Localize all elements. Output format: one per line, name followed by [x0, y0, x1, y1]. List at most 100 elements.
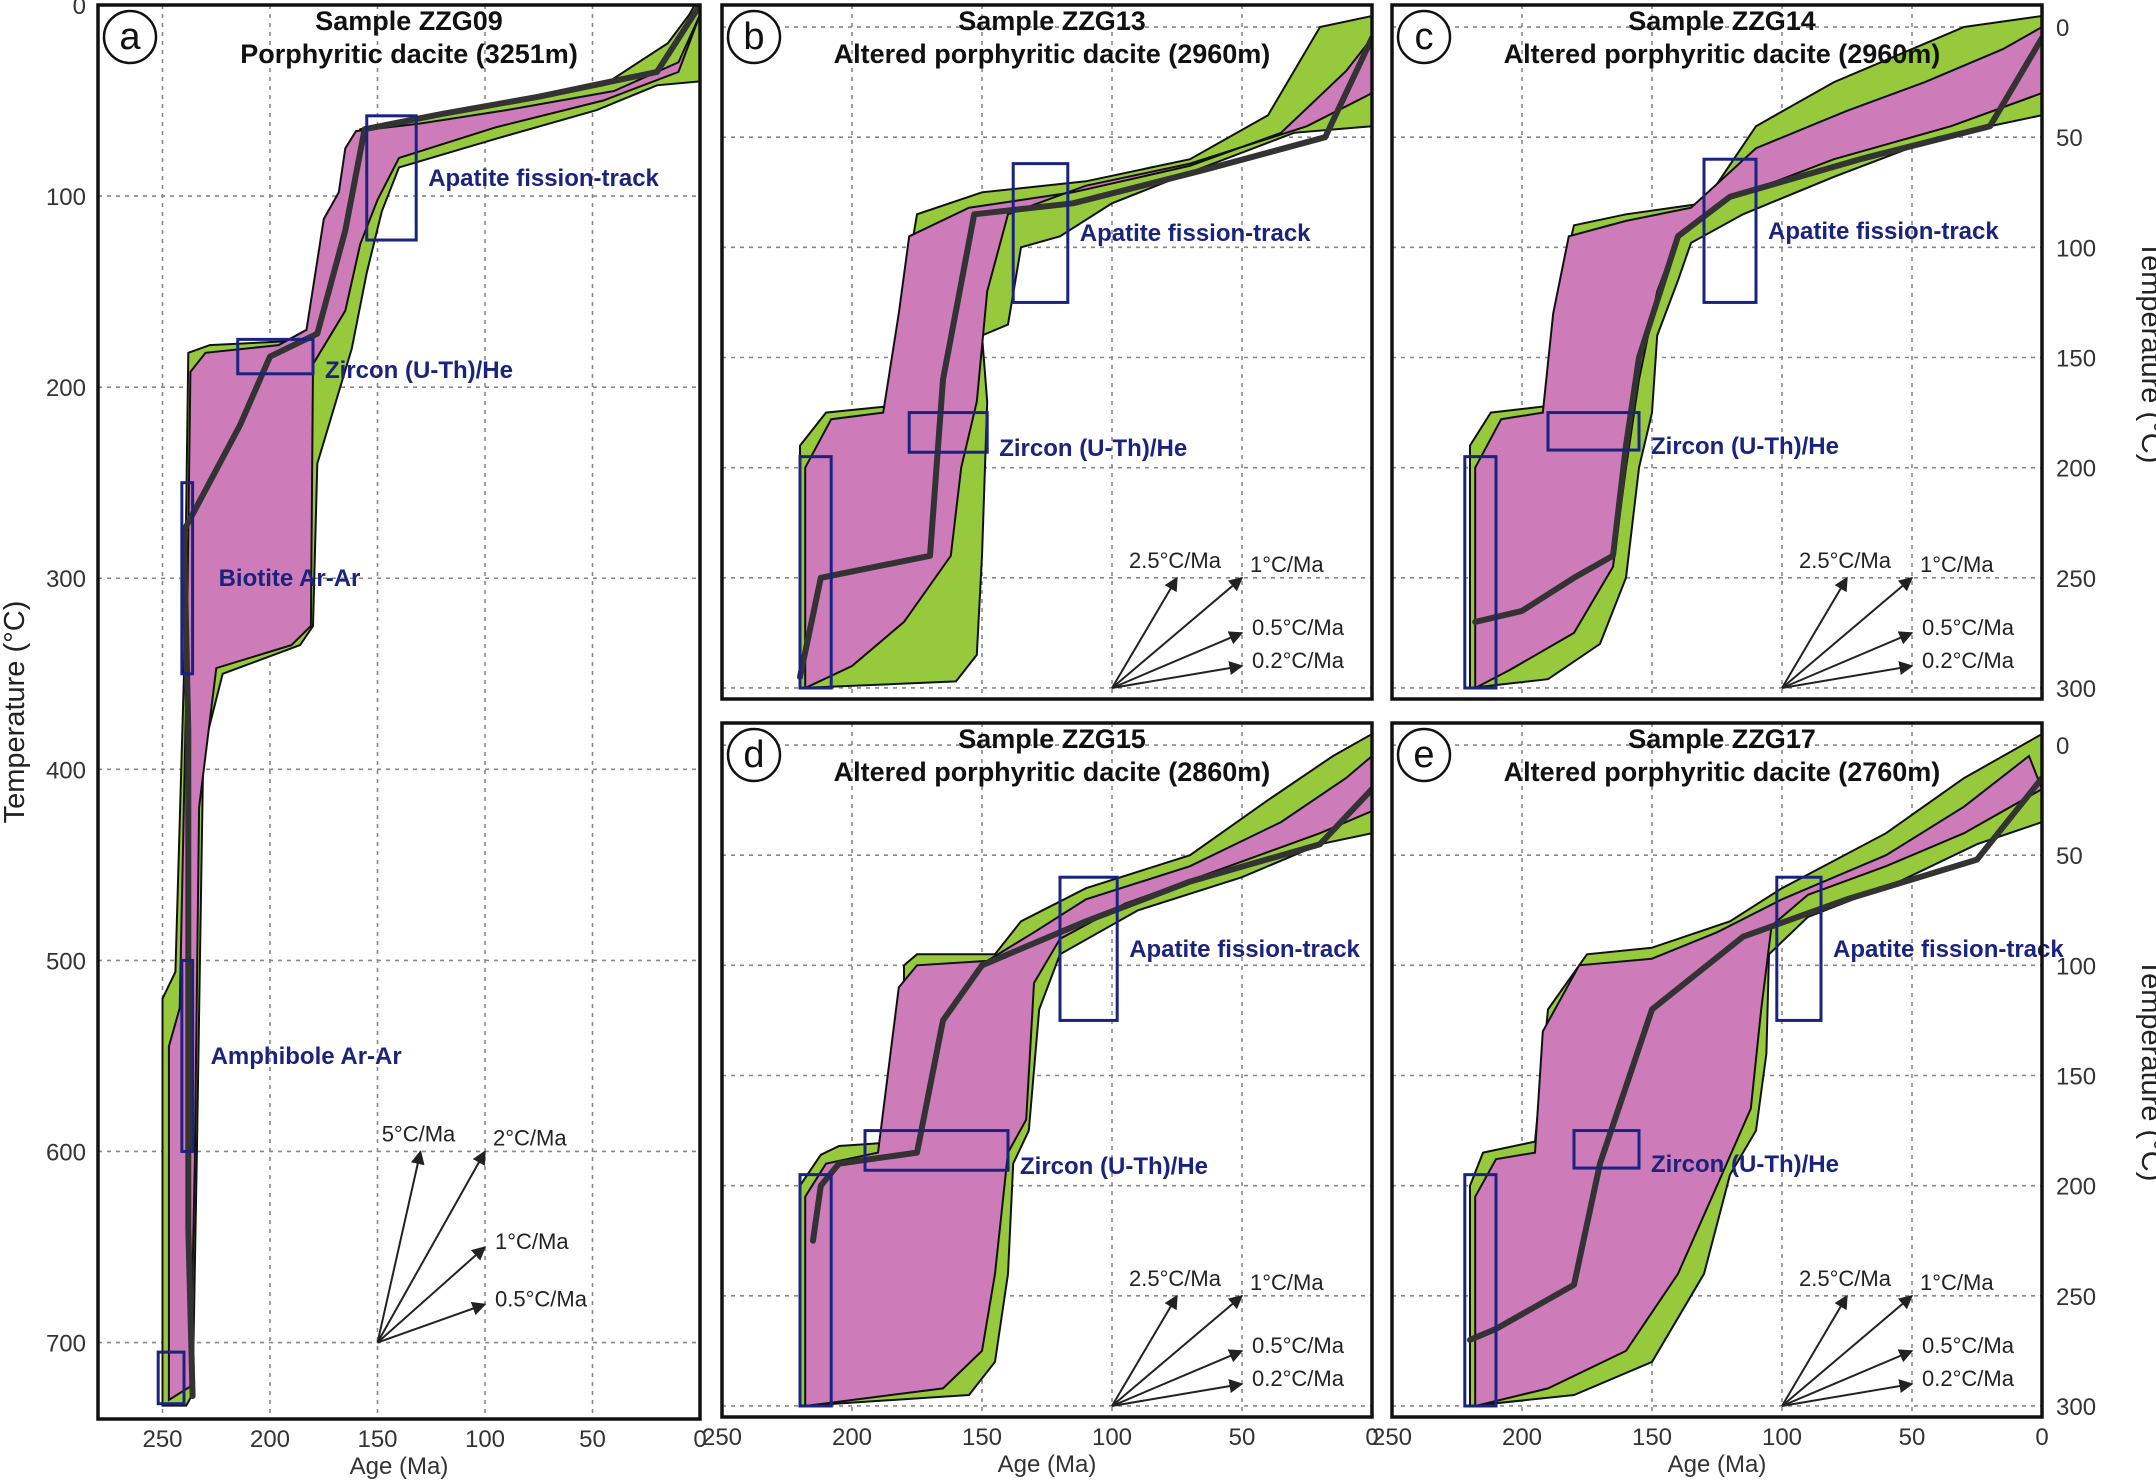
constraint-label: Apatite fission-track: [1080, 220, 1311, 247]
x-tick-label: 200: [250, 1426, 290, 1453]
cooling-rate-label: 2.5°C/Ma: [1129, 1266, 1222, 1291]
constraint-label: Apatite fission-track: [1768, 218, 1999, 245]
y-tick-label: 50: [2056, 125, 2083, 152]
cooling-rate-label: 1°C/Ma: [1250, 1270, 1324, 1295]
y-tick-label: 100: [2056, 235, 2096, 262]
constraint-label: Apatite fission-track: [1833, 936, 2064, 963]
cooling-rate-arrow: [1111, 631, 1244, 689]
y-tick-label: 250: [2056, 566, 2096, 593]
constraint-box: [863, 1129, 1010, 1172]
constraint-box: [1775, 875, 1823, 1022]
cooling-rate-arrow: [1781, 1349, 1914, 1407]
panel-b: Apatite fission-track Zircon (U-Th)/He 2.5…: [720, 3, 1374, 701]
cooling-rate-label: 0.5°C/Ma: [1922, 1333, 2015, 1358]
cooling-rate-arrow: [1111, 576, 1178, 689]
y-axis-title: Temperature (°C): [2135, 241, 2156, 464]
cooling-rate-arrow: [1111, 1294, 1244, 1407]
cooling-rate-label: 1°C/Ma: [495, 1229, 569, 1254]
cooling-rate-arrow: [376, 1150, 486, 1344]
panel-letter-badge: [726, 727, 782, 783]
panel-letter: c: [1415, 16, 1434, 58]
sample-title: Sample ZZG09: [315, 6, 503, 36]
panel-letter-badge: [1396, 9, 1452, 65]
panel-a: Apatite fission-track Zircon (U-Th)/He Bio…: [0, 0, 707, 1480]
plot-frame: [720, 721, 1374, 1419]
cooling-rate-arrow: [1111, 576, 1244, 689]
y-tick-label: 300: [2056, 676, 2096, 703]
constraint-label: Zircon (U-Th)/He: [1651, 1151, 1839, 1178]
constraint-box: [180, 481, 195, 676]
panel-e: Apatite fission-track Zircon (U-Th)/He 2.5…: [1372, 721, 2156, 1478]
y-tick-label: 150: [2056, 346, 2096, 373]
cooling-rate-arrow: [1111, 661, 1244, 689]
panel-letter-badge: [726, 9, 782, 65]
good-fit-envelope: [167, 14, 700, 1402]
y-tick-label: 400: [46, 757, 86, 784]
best-fit-path: [797, 35, 1372, 680]
constraint-box: [907, 411, 989, 454]
sample-title: Sample ZZG15: [958, 724, 1146, 754]
sample-title: Sample ZZG17: [1628, 724, 1816, 754]
y-axis-title: Temperature (°C): [0, 601, 31, 824]
good-fit-envelope: [804, 36, 1372, 690]
constraint-box: [798, 1173, 833, 1408]
constraint-box: [1463, 1173, 1498, 1408]
cooling-rate-label: 2.5°C/Ma: [1129, 548, 1222, 573]
x-tick-label: 100: [1762, 1424, 1802, 1451]
constraint-label: Amphibole Ar-Ar: [211, 1043, 402, 1070]
cooling-rate-label: 0.2°C/Ma: [1252, 648, 1345, 673]
sample-title: Sample ZZG13: [958, 6, 1146, 36]
cooling-rate-arrow: [1781, 576, 1914, 689]
cooling-rate-label: 1°C/Ma: [1250, 552, 1324, 577]
constraint-label: Zircon (U-Th)/He: [325, 357, 513, 384]
cooling-rate-label: 0.5°C/Ma: [1252, 1333, 1345, 1358]
plot-frame: [96, 3, 702, 1421]
x-tick-label: 200: [832, 1424, 872, 1451]
constraint-box: [156, 1350, 186, 1406]
lithology-subtitle: Altered porphyritic dacite (2960m): [1504, 39, 1941, 69]
cooling-rate-label: 0.2°C/Ma: [1922, 1366, 2015, 1391]
panel-letter: d: [743, 734, 764, 776]
x-tick-label: 50: [579, 1426, 606, 1453]
y-tick-label: 0: [73, 0, 86, 20]
y-tick-label: 300: [46, 566, 86, 593]
cooling-rate-arrow: [1111, 1294, 1178, 1407]
y-tick-label: 700: [46, 1331, 86, 1358]
cooling-rate-arrow: [376, 1246, 487, 1344]
best-fit-path: [1467, 775, 2042, 1343]
constraint-box: [365, 114, 418, 242]
plot-area: [722, 5, 1372, 699]
x-tick-label: 250: [702, 1424, 742, 1451]
cooling-rate-label: 5°C/Ma: [382, 1121, 456, 1146]
constraint-box: [1011, 162, 1070, 304]
cooling-rate-arrow: [1781, 1379, 1914, 1407]
y-tick-label: 600: [46, 1139, 86, 1166]
x-tick-label: 150: [1632, 1424, 1672, 1451]
cooling-rate-label: 0.2°C/Ma: [1252, 1366, 1345, 1391]
cooling-rate-label: 1°C/Ma: [1920, 552, 1994, 577]
lithology-subtitle: Altered porphyritic dacite (2960m): [834, 39, 1271, 69]
x-tick-label: 50: [1899, 1424, 1926, 1451]
cooling-rate-label: 0.2°C/Ma: [1922, 648, 2015, 673]
x-axis-title: Age (Ma): [350, 1453, 449, 1480]
panel-d: Apatite fission-track Zircon (U-Th)/He 2.5…: [702, 721, 1379, 1478]
x-tick-label: 250: [142, 1426, 182, 1453]
constraint-label: Apatite fission-track: [428, 165, 659, 192]
y-tick-label: 200: [2056, 1174, 2096, 1201]
x-tick-label: 100: [465, 1426, 505, 1453]
constraint-label: Zircon (U-Th)/He: [999, 435, 1187, 462]
cooling-rate-label: 0.5°C/Ma: [1922, 615, 2015, 640]
x-tick-label: 150: [962, 1424, 1002, 1451]
constraint-box: [180, 958, 195, 1153]
constraint-box: [1702, 157, 1758, 304]
panel-letter-badge: [1396, 727, 1452, 783]
cooling-rate-arrow: [1781, 631, 1914, 689]
good-fit-envelope: [1474, 754, 2042, 1408]
cooling-rate-arrow: [1781, 661, 1914, 689]
constraint-label: Apatite fission-track: [1129, 936, 1360, 963]
cooling-rate-label: 2°C/Ma: [493, 1125, 567, 1150]
constraint-label: Zircon (U-Th)/He: [1651, 433, 1839, 460]
x-tick-label: 50: [1229, 1424, 1256, 1451]
